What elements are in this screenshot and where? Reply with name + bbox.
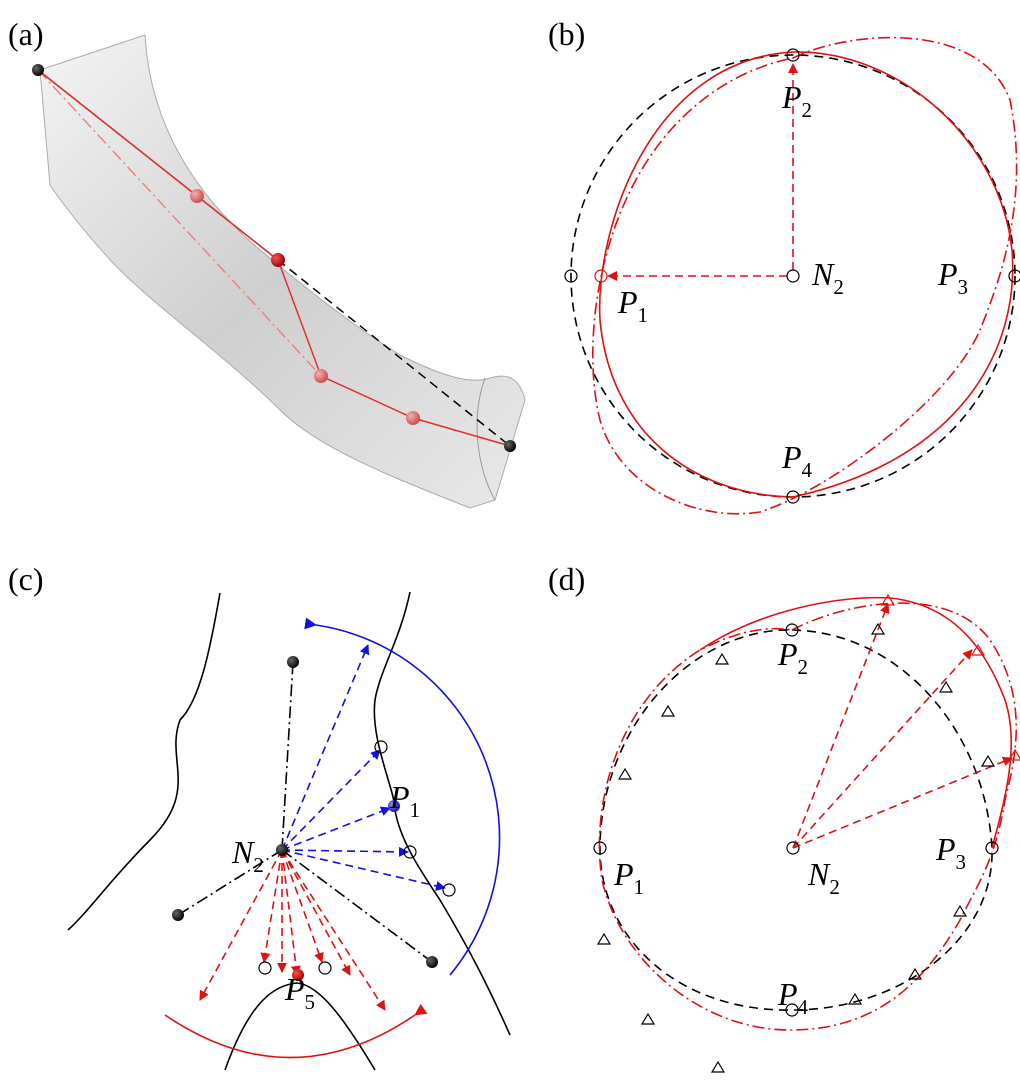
point-label: P2	[781, 79, 812, 122]
label-main: N	[807, 856, 831, 892]
label-main: P	[613, 856, 634, 892]
triangle-marker	[662, 706, 674, 716]
panel-label: (c)	[8, 561, 44, 597]
panel-label: (b)	[548, 16, 585, 52]
point-label: P1	[389, 779, 420, 822]
label-sub: 2	[829, 875, 840, 899]
label-sub: 1	[638, 303, 649, 327]
label-main: N	[231, 834, 255, 870]
panel-label: (d)	[548, 561, 585, 597]
panel-label: (a)	[8, 16, 44, 52]
point-label: P3	[935, 831, 966, 874]
label-sub: 1	[410, 798, 421, 822]
label-sub: 2	[833, 275, 844, 299]
triangle-marker	[619, 769, 631, 779]
triangle-marker	[712, 1062, 724, 1072]
label-main: P	[284, 971, 305, 1007]
label-main: P	[937, 256, 958, 292]
point-label: P5	[284, 971, 315, 1014]
label-main: P	[617, 284, 638, 320]
triangle-marker	[716, 654, 728, 664]
point-label: N2	[231, 834, 264, 877]
label-main: P	[777, 976, 798, 1012]
label-sub: 5	[305, 990, 316, 1014]
label-sub: 2	[802, 98, 813, 122]
label-sub: 4	[798, 995, 809, 1019]
label-main: P	[935, 831, 956, 867]
point-label: N2	[811, 256, 844, 299]
label-sub: 3	[958, 275, 969, 299]
point-label: P3	[937, 256, 968, 299]
point-label: P4	[777, 976, 809, 1019]
label-main: P	[777, 636, 798, 672]
point-label: N2	[807, 856, 840, 899]
point-label: P4	[781, 439, 813, 482]
point-label: P1	[617, 284, 648, 327]
figure: (a)(b)P2N2P3P1P4(c)N2P1P5(d)P2P1N2P3P4	[0, 0, 1020, 1090]
triangle-marker	[598, 934, 610, 944]
triangle-marker	[909, 969, 921, 979]
label-main: P	[389, 779, 410, 815]
label-sub: 4	[802, 458, 813, 482]
label-sub: 3	[956, 850, 967, 874]
panel-a	[32, 35, 525, 508]
label-main: P	[781, 79, 802, 115]
triangle-marker	[642, 1014, 654, 1024]
label-main: P	[781, 439, 802, 475]
point-label: P2	[777, 636, 808, 679]
point-label: P1	[613, 856, 644, 899]
label-sub: 2	[798, 655, 809, 679]
label-main: N	[811, 256, 835, 292]
triangle-marker	[982, 756, 994, 766]
label-sub: 2	[253, 853, 264, 877]
triangle-marker	[954, 906, 966, 916]
label-sub: 1	[634, 875, 645, 899]
